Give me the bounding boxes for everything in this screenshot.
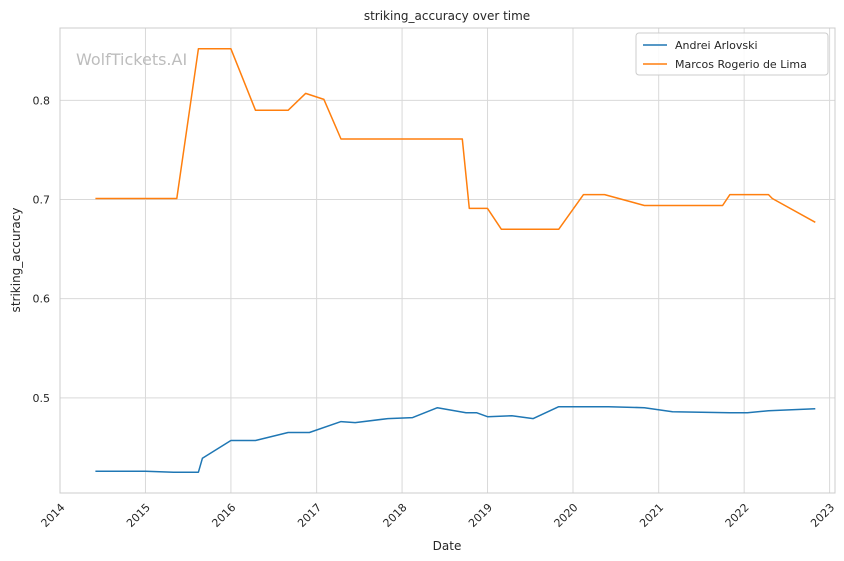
x-tick-label: 2014 [39,501,68,530]
x-axis-title: Date [433,539,462,553]
y-tick-label: 0.8 [33,94,51,107]
legend: Andrei Arlovski Marcos Rogerio de Lima [635,32,829,76]
series-layer [95,48,816,473]
y-tick-label: 0.6 [33,293,51,306]
series-line-1 [95,405,816,473]
plot-area [60,28,835,493]
y-tick-labels: 0.5 0.6 0.7 0.8 [33,94,51,404]
plot-frame [59,27,836,494]
series-line-2 [95,48,816,231]
y-axis-title: striking_accuracy [9,208,23,313]
y-tick-label: 0.5 [33,392,51,405]
x-tick-label: 2018 [381,501,410,530]
x-tick-label: 2021 [637,501,666,530]
x-tick-label: 2016 [209,501,238,530]
x-tick-label: 2020 [552,501,581,530]
y-tick-label: 0.7 [33,194,51,207]
grid [59,28,835,493]
x-tick-label: 2022 [723,501,752,530]
x-tick-label: 2023 [808,501,837,530]
legend-box [635,32,829,76]
x-tick-label: 2019 [466,501,495,530]
legend-label-series-2: Marcos Rogerio de Lima [675,58,807,71]
watermark: WolfTickets.AI [76,50,187,69]
x-tick-labels: 2014 2015 2016 2017 2018 2019 2020 2021 2022 2023 [39,501,838,530]
x-tick-label: 2017 [295,501,324,530]
legend-label-series-1: Andrei Arlovski [675,39,758,52]
x-tick-label: 2015 [124,501,153,530]
chart-title: striking_accuracy over time [364,9,530,23]
